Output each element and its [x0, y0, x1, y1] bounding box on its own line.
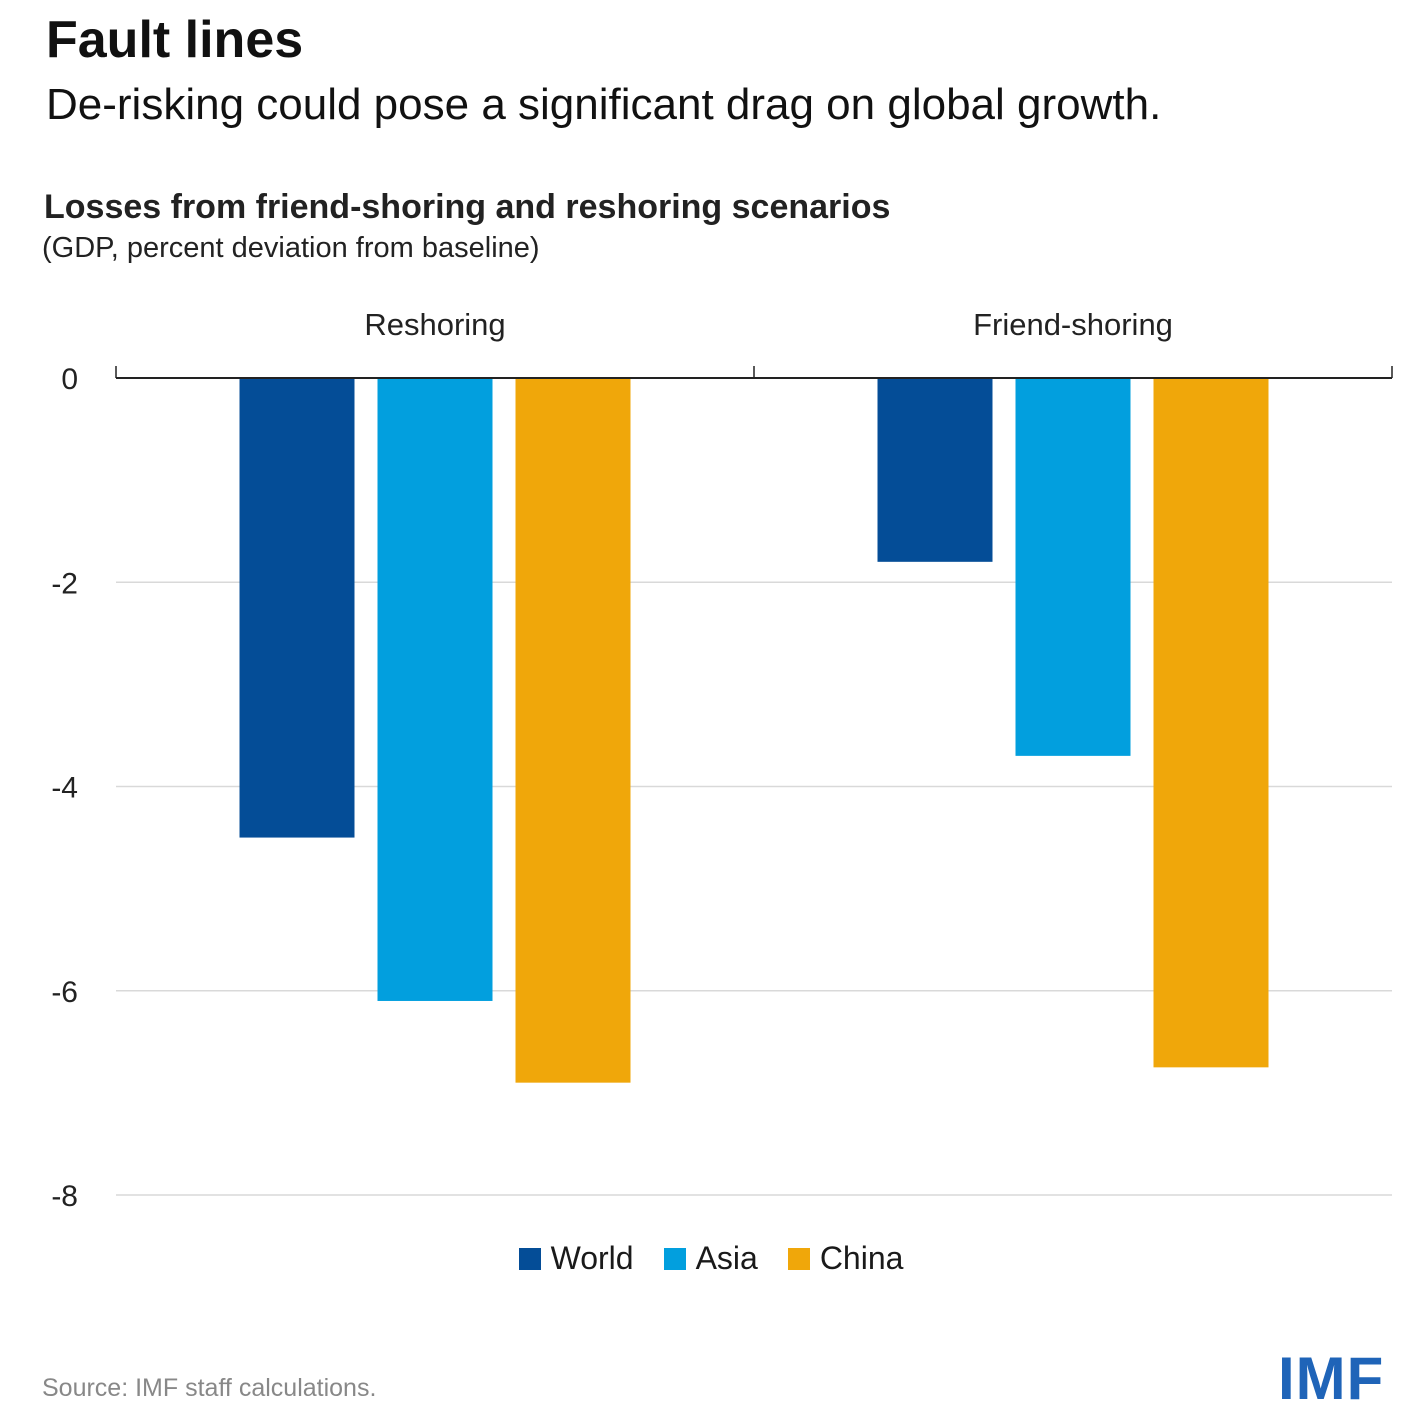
chart-title: Losses from friend-shoring and reshoring… [44, 188, 891, 226]
bar-chart: 0 -2 -4 -6 -8 Reshoring Friend-shoring [51, 307, 1393, 1213]
page-title: Fault lines [46, 11, 304, 69]
y-tick-label: 0 [61, 363, 78, 396]
bar [377, 378, 493, 1001]
legend-label-asia: Asia [695, 1240, 758, 1276]
legend-item-world: World [518, 1240, 634, 1277]
legend-label-world: World [550, 1240, 634, 1276]
category-label: Friend-shoring [973, 307, 1173, 342]
chart-legend: World Asia China [0, 1240, 1422, 1277]
bar [1015, 378, 1131, 756]
chart-units: (GDP, percent deviation from baseline) [42, 232, 540, 264]
legend-swatch-china [787, 1247, 810, 1270]
page-subtitle: De-risking could pose a significant drag… [46, 80, 1162, 129]
legend-label-china: China [819, 1240, 904, 1276]
y-tick-label: -4 [51, 772, 78, 805]
legend-swatch-world [518, 1247, 541, 1270]
bar [1153, 378, 1269, 1068]
legend-item-asia: Asia [663, 1240, 758, 1277]
y-tick-label: -2 [51, 567, 78, 600]
legend-swatch-asia [663, 1247, 686, 1270]
bar [515, 378, 631, 1083]
bar [877, 378, 993, 562]
y-tick-label: -6 [51, 976, 78, 1009]
source-note: Source: IMF staff calculations. [42, 1374, 377, 1402]
imf-logo: IMF [1278, 1345, 1385, 1412]
category-label: Reshoring [364, 307, 505, 342]
legend-item-china: China [787, 1240, 904, 1277]
bar [239, 378, 355, 838]
y-tick-label: -8 [51, 1180, 78, 1213]
